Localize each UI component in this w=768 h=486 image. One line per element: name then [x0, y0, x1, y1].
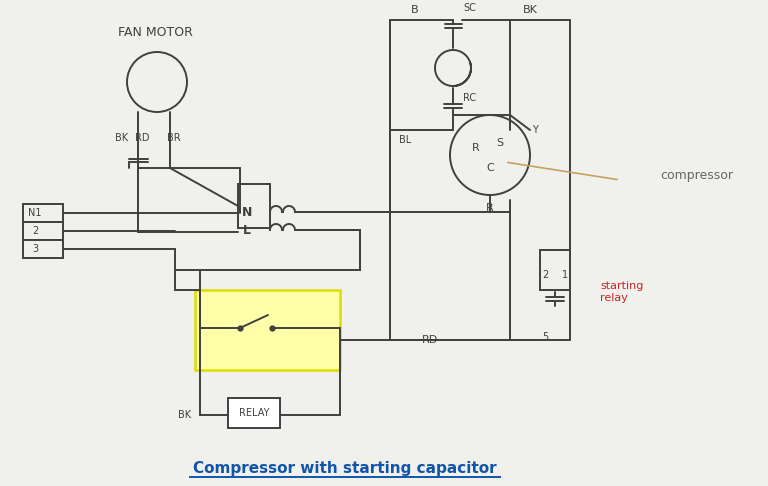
Text: 1: 1	[562, 270, 568, 280]
Bar	[195, 290, 340, 370]
Text: RD: RD	[134, 133, 149, 143]
Text: 5: 5	[542, 332, 548, 342]
Text: BK: BK	[178, 410, 191, 420]
Text: N: N	[242, 206, 252, 219]
Text: starting
relay: starting relay	[600, 281, 644, 303]
Text: C: C	[486, 163, 494, 173]
Text: SC: SC	[464, 3, 476, 13]
Text: B: B	[411, 5, 419, 15]
Text: RELAY: RELAY	[239, 408, 270, 418]
Text: R: R	[472, 143, 480, 153]
Circle shape	[450, 115, 530, 195]
Text: BR: BR	[167, 133, 180, 143]
Bar	[228, 398, 280, 428]
Bar	[23, 204, 63, 222]
Text: BK: BK	[115, 133, 128, 143]
Text: L: L	[243, 224, 251, 237]
Text: RD: RD	[422, 335, 438, 345]
Text: compressor: compressor	[660, 169, 733, 181]
Text: R: R	[486, 203, 494, 213]
Text: 2: 2	[542, 270, 548, 280]
Circle shape	[127, 52, 187, 112]
Text: Y: Y	[532, 125, 538, 135]
Text: FAN MOTOR: FAN MOTOR	[118, 25, 193, 38]
Text: BL: BL	[399, 135, 411, 145]
Bar	[540, 250, 570, 290]
Text: Compressor with starting capacitor: Compressor with starting capacitor	[194, 461, 497, 475]
Bar	[23, 240, 63, 258]
Text: RC: RC	[463, 93, 476, 103]
Text: S: S	[496, 138, 504, 148]
Bar	[238, 184, 270, 228]
Text: BK: BK	[522, 5, 538, 15]
Text: N1: N1	[28, 208, 41, 218]
Text: 3: 3	[32, 244, 38, 254]
Bar	[23, 222, 63, 240]
Text: 2: 2	[32, 226, 38, 236]
